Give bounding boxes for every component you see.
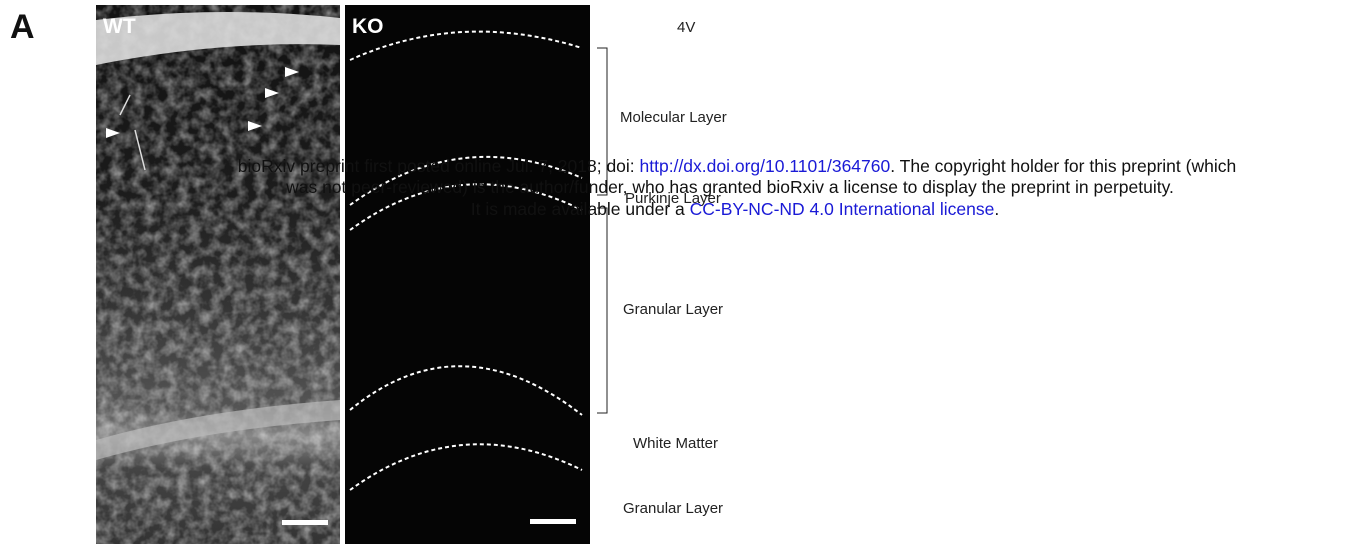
layer-label: 4V [677, 19, 695, 36]
watermark-text: bioRxiv preprint first posted online Jul… [238, 156, 640, 176]
watermark-text: . The copyright holder for this preprint… [890, 156, 1236, 176]
bracket [597, 208, 607, 413]
layer-label: Molecular Layer [620, 109, 727, 126]
panel-label: A [10, 8, 35, 46]
watermark-line: bioRxiv preprint first posted online Jul… [238, 156, 1236, 176]
watermark-text: . [994, 199, 999, 219]
watermark-line: was not peer-reviewed) is the author/fun… [285, 177, 1174, 197]
doi-link[interactable]: http://dx.doi.org/10.1101/364760 [640, 156, 891, 176]
layer-label: Granular Layer [623, 500, 723, 517]
page: A WT KO 4V Molecular Layer Purkinje Laye… [0, 0, 1355, 544]
ko-image: KO [345, 5, 590, 544]
wt-image: WT [96, 5, 340, 544]
watermark-text: It is made available under a [471, 199, 690, 219]
figure: A WT KO 4V Molecular Layer Purkinje Laye… [0, 0, 1355, 544]
watermark-line: It is made available under a CC-BY-NC-ND… [471, 199, 1000, 219]
layer-label: White Matter [633, 435, 718, 452]
license-link[interactable]: CC-BY-NC-ND 4.0 International license [690, 199, 995, 219]
image-label: KO [352, 15, 384, 38]
watermark-text: was not peer-reviewed) is the author/fun… [285, 177, 1174, 197]
image-label: WT [103, 15, 136, 38]
layer-label: Granular Layer [623, 301, 723, 318]
